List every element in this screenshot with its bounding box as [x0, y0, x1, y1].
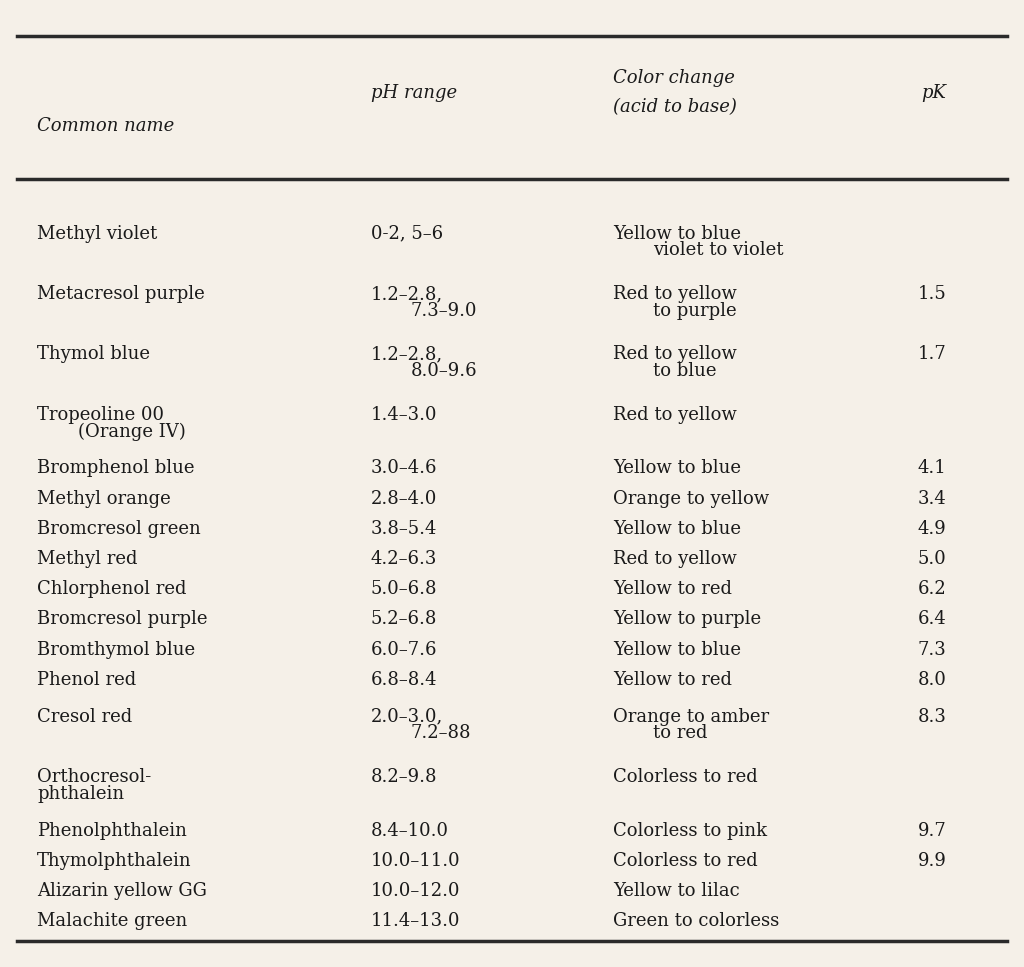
- Text: 1.2–2.8,: 1.2–2.8,: [371, 285, 442, 303]
- Text: Common name: Common name: [37, 117, 174, 135]
- Text: 4.1: 4.1: [918, 459, 946, 478]
- Text: Cresol red: Cresol red: [37, 708, 132, 725]
- Text: 1.5: 1.5: [918, 285, 946, 303]
- Text: 7.2–88: 7.2–88: [411, 724, 471, 743]
- Text: 1.7: 1.7: [918, 345, 946, 364]
- Text: Red to yellow: Red to yellow: [613, 345, 736, 364]
- Text: to blue: to blue: [653, 363, 717, 380]
- Text: Thymolphthalein: Thymolphthalein: [37, 852, 191, 869]
- Text: Colorless to pink: Colorless to pink: [613, 822, 767, 839]
- Text: pK: pK: [922, 84, 946, 102]
- Text: 8.4–10.0: 8.4–10.0: [371, 822, 449, 839]
- Text: Yellow to blue: Yellow to blue: [613, 640, 741, 659]
- Text: to purple: to purple: [653, 302, 737, 320]
- Text: Yellow to blue: Yellow to blue: [613, 520, 741, 538]
- Text: 5.0–6.8: 5.0–6.8: [371, 580, 437, 599]
- Text: Methyl violet: Methyl violet: [37, 224, 158, 243]
- Text: (Orange IV): (Orange IV): [78, 423, 185, 441]
- Text: Bromcresol purple: Bromcresol purple: [37, 610, 208, 629]
- Text: Yellow to purple: Yellow to purple: [613, 610, 761, 629]
- Text: Orthocresol-: Orthocresol-: [37, 768, 152, 786]
- Text: Red to yellow: Red to yellow: [613, 550, 736, 568]
- Text: Colorless to red: Colorless to red: [613, 852, 758, 869]
- Text: Yellow to blue: Yellow to blue: [613, 459, 741, 478]
- Text: Yellow to lilac: Yellow to lilac: [613, 882, 739, 900]
- Text: 3.0–4.6: 3.0–4.6: [371, 459, 437, 478]
- Text: Tropeoline 00: Tropeoline 00: [37, 406, 164, 424]
- Text: 6.2: 6.2: [918, 580, 946, 599]
- Text: Alizarin yellow GG: Alizarin yellow GG: [37, 882, 207, 900]
- Text: 10.0–12.0: 10.0–12.0: [371, 882, 460, 900]
- Text: Phenol red: Phenol red: [37, 671, 136, 689]
- Text: 8.0–9.6: 8.0–9.6: [411, 363, 477, 380]
- Text: 9.7: 9.7: [918, 822, 946, 839]
- Text: phthalein: phthalein: [37, 785, 124, 803]
- Text: Bromcresol green: Bromcresol green: [37, 520, 201, 538]
- Text: Orange to amber: Orange to amber: [613, 708, 769, 725]
- Text: Red to yellow: Red to yellow: [613, 406, 736, 424]
- Text: 0-2, 5–6: 0-2, 5–6: [371, 224, 442, 243]
- Text: 1.2–2.8,: 1.2–2.8,: [371, 345, 442, 364]
- Text: 8.0: 8.0: [918, 671, 946, 689]
- Text: pH range: pH range: [371, 84, 457, 102]
- Text: 5.2–6.8: 5.2–6.8: [371, 610, 437, 629]
- Text: violet to violet: violet to violet: [653, 242, 784, 259]
- Text: Bromthymol blue: Bromthymol blue: [37, 640, 196, 659]
- Text: Malachite green: Malachite green: [37, 912, 187, 930]
- Text: 4.9: 4.9: [918, 520, 946, 538]
- Text: (acid to base): (acid to base): [613, 98, 737, 116]
- Text: 1.4–3.0: 1.4–3.0: [371, 406, 437, 424]
- Text: 7.3: 7.3: [918, 640, 946, 659]
- Text: Orange to yellow: Orange to yellow: [613, 489, 769, 508]
- Text: 10.0–11.0: 10.0–11.0: [371, 852, 460, 869]
- Text: Green to colorless: Green to colorless: [613, 912, 779, 930]
- Text: to red: to red: [653, 724, 708, 743]
- Text: 8.2–9.8: 8.2–9.8: [371, 768, 437, 786]
- Text: 5.0: 5.0: [918, 550, 946, 568]
- Text: 9.9: 9.9: [918, 852, 946, 869]
- Text: Colorless to red: Colorless to red: [613, 768, 758, 786]
- Text: Methyl red: Methyl red: [37, 550, 138, 568]
- Text: Phenolphthalein: Phenolphthalein: [37, 822, 187, 839]
- Text: 3.4: 3.4: [918, 489, 946, 508]
- Text: Bromphenol blue: Bromphenol blue: [37, 459, 195, 478]
- Text: 2.0–3.0,: 2.0–3.0,: [371, 708, 442, 725]
- Text: 11.4–13.0: 11.4–13.0: [371, 912, 460, 930]
- Text: 6.8–8.4: 6.8–8.4: [371, 671, 437, 689]
- Text: Yellow to red: Yellow to red: [613, 671, 732, 689]
- Text: Chlorphenol red: Chlorphenol red: [37, 580, 186, 599]
- Text: 7.3–9.0: 7.3–9.0: [411, 302, 477, 320]
- Text: 3.8–5.4: 3.8–5.4: [371, 520, 437, 538]
- Text: 6.0–7.6: 6.0–7.6: [371, 640, 437, 659]
- Text: Color change: Color change: [613, 70, 735, 87]
- Text: 8.3: 8.3: [918, 708, 946, 725]
- Text: Thymol blue: Thymol blue: [37, 345, 151, 364]
- Text: Methyl orange: Methyl orange: [37, 489, 171, 508]
- Text: 2.8–4.0: 2.8–4.0: [371, 489, 437, 508]
- Text: 4.2–6.3: 4.2–6.3: [371, 550, 437, 568]
- Text: Red to yellow: Red to yellow: [613, 285, 736, 303]
- Text: Metacresol purple: Metacresol purple: [37, 285, 205, 303]
- Text: Yellow to red: Yellow to red: [613, 580, 732, 599]
- Text: 6.4: 6.4: [918, 610, 946, 629]
- Text: Yellow to blue: Yellow to blue: [613, 224, 741, 243]
